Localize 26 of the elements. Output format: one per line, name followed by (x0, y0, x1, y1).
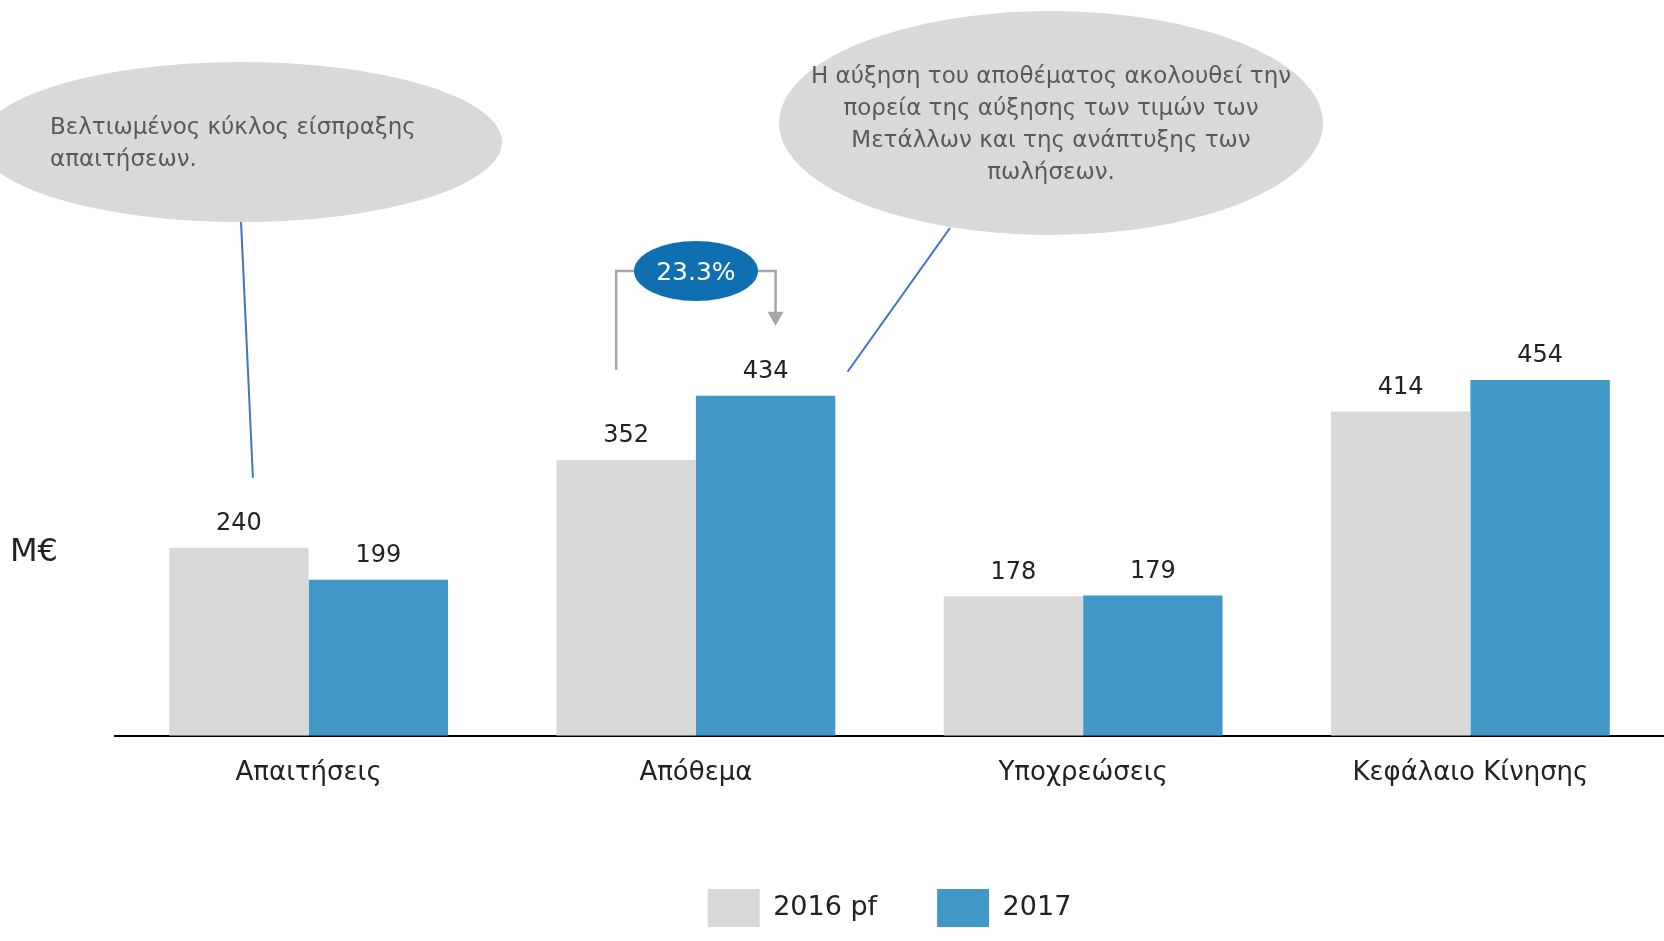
bar (1470, 380, 1610, 736)
legend-label: 2017 (1002, 890, 1072, 922)
legend-label: 2016 pf (773, 890, 879, 922)
x-tick-label: Υποχρεώσεις (997, 756, 1168, 787)
bar (1330, 411, 1471, 736)
bar (695, 395, 836, 736)
bar (943, 596, 1084, 736)
x-tick-label: Απαιτήσεις (235, 756, 382, 787)
data-label: 352 (603, 420, 650, 449)
data-label: 434 (742, 355, 789, 384)
speech-bubble: Η αύξηση του αποθέματος ακολουθεί την πορεία της αύξησης των τιμών των Μετάλλων και της ανάπτυξης των πωλήσεων. (779, 11, 1323, 235)
data-label: 454 (1517, 340, 1563, 369)
bar (1083, 595, 1223, 736)
bar (556, 459, 696, 736)
bar (308, 579, 449, 736)
data-label: 199 (355, 540, 402, 569)
bar (169, 547, 309, 736)
data-label: 179 (1129, 555, 1176, 584)
x-tick-label: Απόθεμα (639, 756, 753, 787)
speech-bubble: Βελτιωμένος κύκλος είσπραξης απαιτήσεων. (0, 62, 502, 222)
data-label: 240 (216, 507, 262, 536)
x-tick-label: Κεφάλαιο Κίνησης (1352, 756, 1589, 787)
data-label: 414 (1377, 371, 1424, 400)
text: 23.3% (633, 241, 758, 301)
y-axis-title: M€ (10, 531, 58, 570)
data-label: 178 (990, 556, 1037, 585)
